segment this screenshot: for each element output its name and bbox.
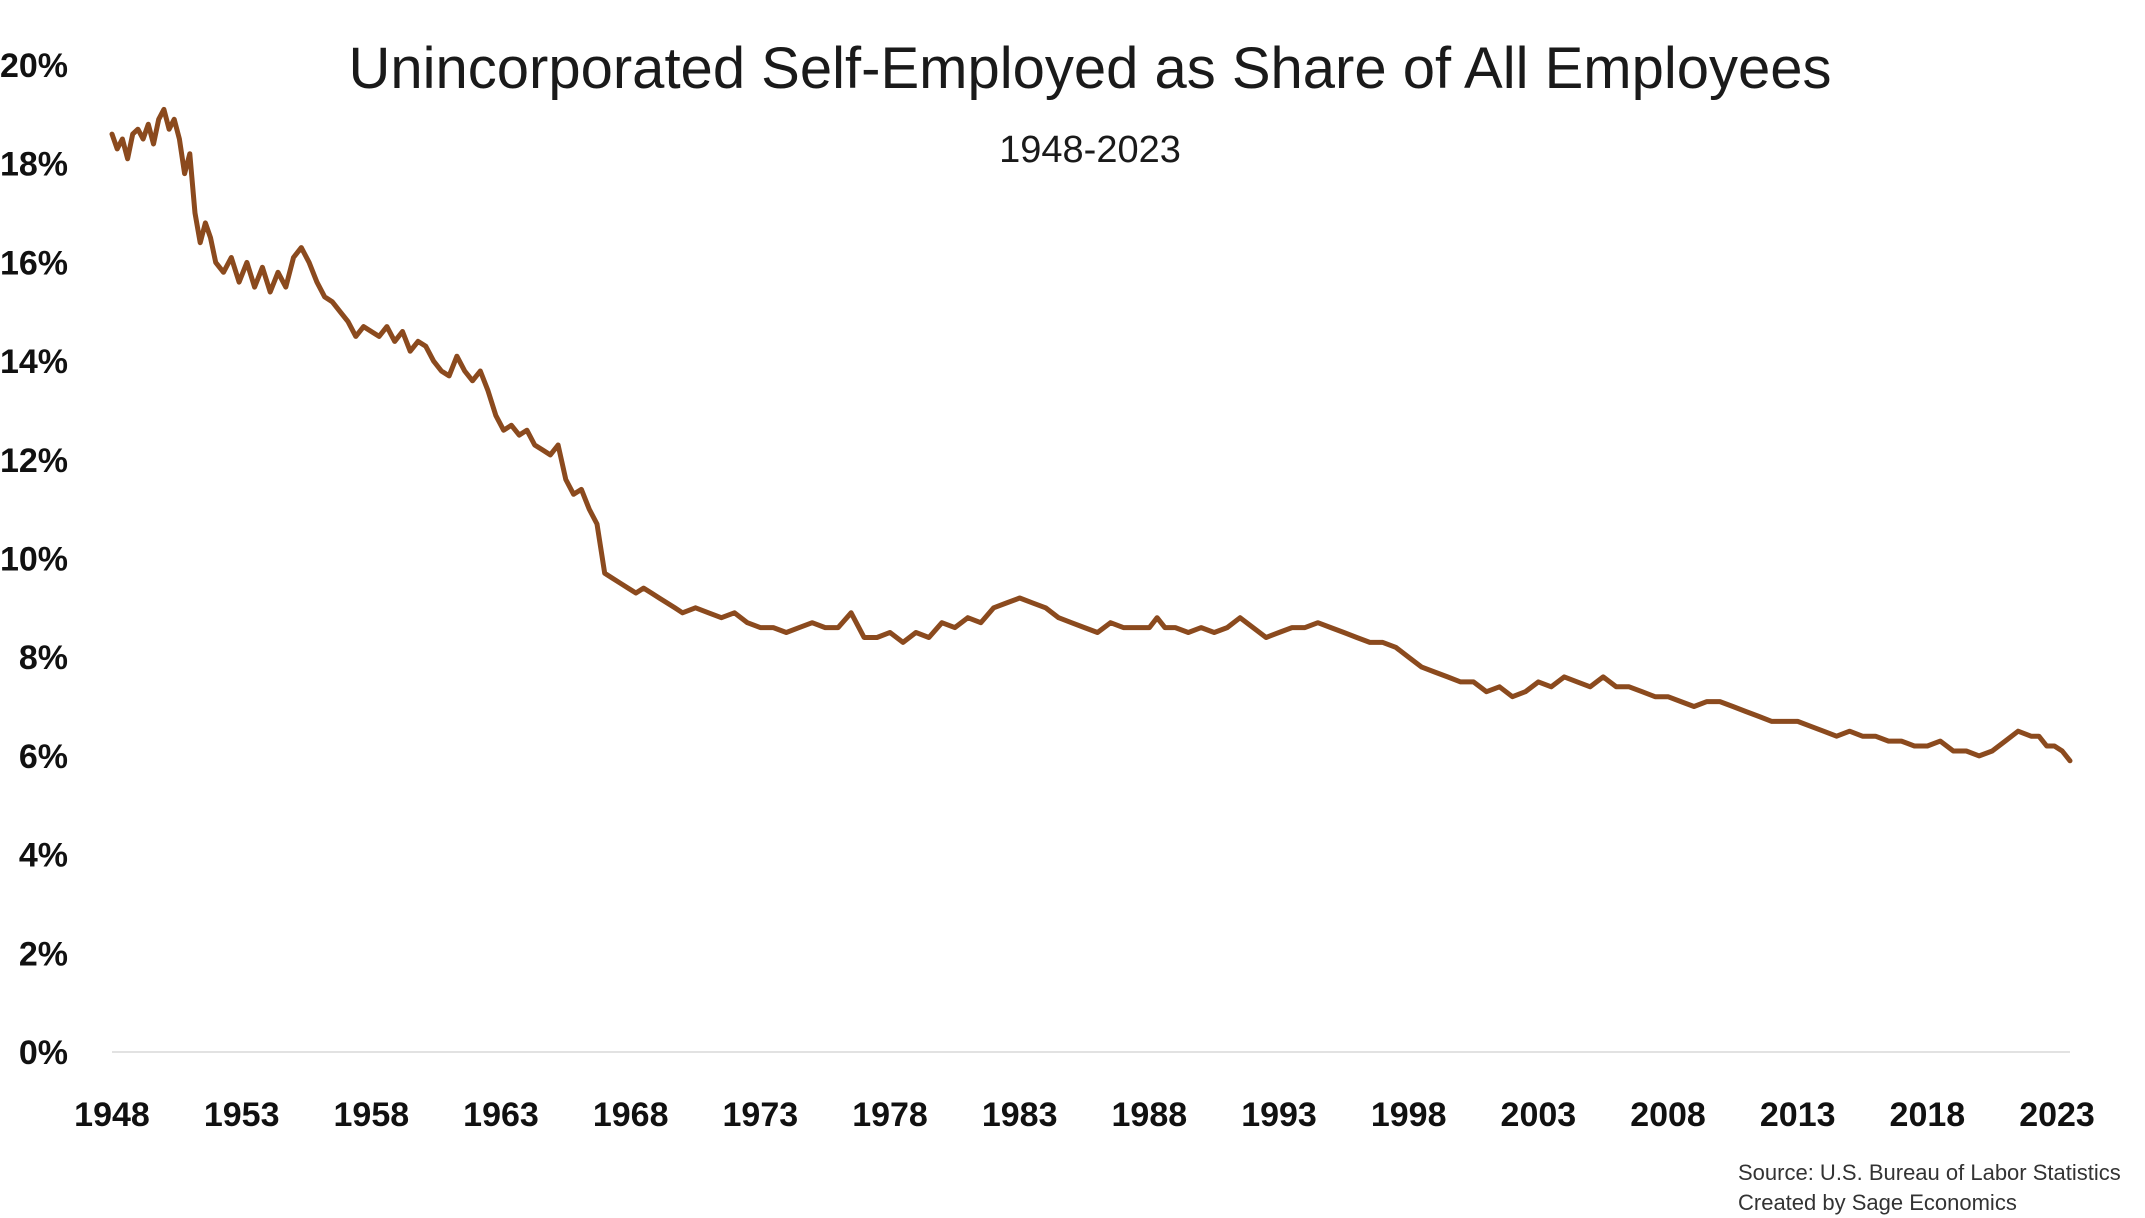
y-tick-label: 6% — [19, 738, 68, 776]
chart-title: Unincorporated Self-Employed as Share of… — [349, 36, 1832, 101]
x-tick-label: 1968 — [593, 1096, 669, 1134]
x-tick-label: 1983 — [982, 1096, 1058, 1134]
x-tick-label: 1973 — [723, 1096, 799, 1134]
x-tick-label: 1978 — [852, 1096, 928, 1134]
series-group — [109, 106, 2073, 764]
y-tick-label: 18% — [0, 146, 68, 184]
x-tick-label: 2008 — [1630, 1096, 1706, 1134]
y-tick-label: 8% — [19, 639, 68, 677]
y-tick-label: 10% — [0, 541, 68, 579]
x-axis-ticks: 1948 1953 1958 1963 1968 1973 1978 1983 1988 1993… — [74, 1096, 2095, 1134]
x-tick-label: 1993 — [1241, 1096, 1317, 1134]
x-tick-label: 2003 — [1501, 1096, 1577, 1134]
y-tick-label: 14% — [0, 343, 68, 381]
x-tick-label: 1958 — [334, 1096, 410, 1134]
source-note: Source: U.S. Bureau of Labor Statistics — [1738, 1160, 2121, 1185]
x-tick-label: 2023 — [2019, 1096, 2095, 1134]
x-tick-label: 1948 — [74, 1096, 150, 1134]
y-tick-label: 20% — [0, 47, 68, 85]
credit-note: Created by Sage Economics — [1738, 1190, 2017, 1215]
y-tick-label: 4% — [19, 837, 68, 875]
x-tick-label: 1998 — [1371, 1096, 1447, 1134]
x-tick-label: 1963 — [463, 1096, 539, 1134]
series-line-0 — [109, 106, 2073, 764]
x-tick-label: 2013 — [1760, 1096, 1836, 1134]
x-tick-label: 1953 — [204, 1096, 280, 1134]
y-tick-label: 0% — [19, 1034, 68, 1072]
y-axis-ticks: 0% 2% 4% 6% 8% 10% 12% 14% 16% 18% 20% — [0, 47, 68, 1072]
chart-subtitle: 1948-2023 — [999, 129, 1181, 171]
y-tick-label: 12% — [0, 442, 68, 480]
x-tick-label: 2018 — [1890, 1096, 1966, 1134]
y-tick-label: 16% — [0, 244, 68, 282]
y-tick-label: 2% — [19, 935, 68, 973]
x-tick-label: 1988 — [1112, 1096, 1188, 1134]
